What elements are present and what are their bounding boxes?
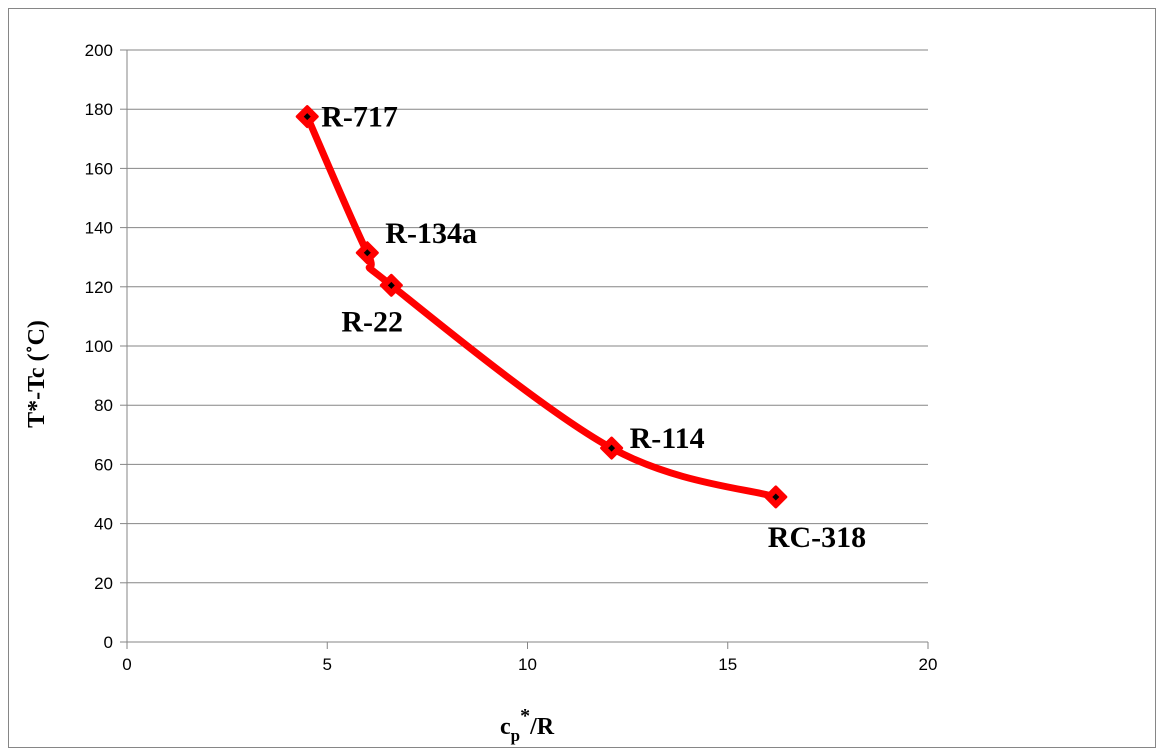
data-markers — [295, 105, 788, 509]
chart-frame — [8, 8, 1156, 748]
point-label-R-717: R-717 — [321, 101, 398, 134]
series-path — [303, 113, 780, 501]
y-axis-title: T*-Tc (˚C) — [24, 320, 50, 428]
y-tick-label-120: 120 — [85, 278, 113, 297]
grid-lines — [127, 49, 928, 584]
y-tick-label-100: 100 — [85, 337, 113, 356]
marker-center-R-22 — [387, 281, 395, 289]
y-tick-label-180: 180 — [85, 100, 113, 119]
axes — [120, 49, 929, 649]
x-tick-label-5: 5 — [323, 655, 332, 674]
x-axis-title-tail: /R — [529, 714, 555, 740]
x-axis-title-main: c — [500, 714, 511, 740]
point-label-RC-318: RC-318 — [768, 521, 866, 554]
point-label-R-22: R-22 — [341, 305, 403, 338]
marker-center-R-114 — [608, 444, 616, 452]
x-axis-title-sup: * — [520, 705, 530, 727]
y-tick-label-140: 140 — [85, 219, 113, 238]
x-tick-label-15: 15 — [718, 655, 737, 674]
y-tick-label-80: 80 — [94, 396, 113, 415]
tick-labels: 0 20 40 60 80 100 120 140 160 180 200 0 5 10 15 20 — [85, 41, 938, 674]
y-tick-label-40: 40 — [94, 515, 113, 534]
point-label-R-114: R-114 — [630, 422, 705, 455]
marker-center-R-717 — [303, 113, 311, 121]
series-line — [303, 113, 780, 501]
marker-center-R-134a — [363, 249, 371, 257]
x-axis-title-sub: p — [511, 726, 520, 745]
x-tick-label-10: 10 — [518, 655, 537, 674]
x-tick-label-20: 20 — [919, 655, 938, 674]
point-labels: R-717 R-134a R-22 R-114 RC-318 — [321, 101, 866, 554]
y-tick-label-200: 200 — [85, 41, 113, 60]
y-tick-label-160: 160 — [85, 159, 113, 178]
y-tick-label-60: 60 — [94, 455, 113, 474]
y-tick-label-20: 20 — [94, 574, 113, 593]
marker-center-RC-318 — [772, 493, 780, 501]
point-label-R-134a: R-134a — [385, 217, 477, 250]
x-axis-title: cp*/R — [500, 705, 555, 745]
x-tick-label-0: 0 — [122, 655, 131, 674]
y-tick-label-0: 0 — [104, 633, 113, 652]
